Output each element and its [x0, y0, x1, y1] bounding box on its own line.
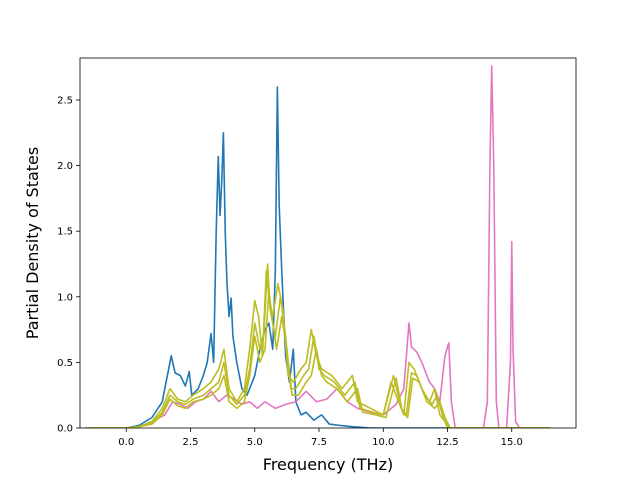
y-axis: 0.0 0.5 1.0 1.5 2.0 2.5: [57, 95, 80, 435]
x-tick-label: 0.0: [118, 437, 134, 448]
x-tick-label: 15.0: [501, 437, 523, 448]
series-layer: [85, 65, 551, 428]
y-tick-label: 1.0: [57, 292, 73, 303]
y-tick-label: 0.5: [57, 358, 73, 369]
x-axis: 0.0 2.5 5.0 7.5 10.0 12.5 15.0: [118, 428, 523, 448]
y-tick-label: 0.0: [57, 424, 73, 435]
series-line-1: [85, 86, 551, 428]
y-axis-label: Partial Density of States: [23, 147, 42, 339]
y-tick-label: 1.5: [57, 227, 73, 238]
x-tick-label: 5.0: [247, 437, 263, 448]
y-tick-label: 2.0: [57, 161, 73, 172]
series-line-5: [85, 289, 551, 428]
plot-frame: [79, 57, 577, 429]
x-tick-label: 2.5: [183, 437, 199, 448]
x-tick-label: 10.0: [372, 437, 394, 448]
x-axis-label: Frequency (THz): [263, 455, 393, 474]
x-tick-label: 12.5: [436, 437, 458, 448]
x-tick-label: 7.5: [311, 437, 327, 448]
y-tick-label: 2.5: [57, 95, 73, 106]
